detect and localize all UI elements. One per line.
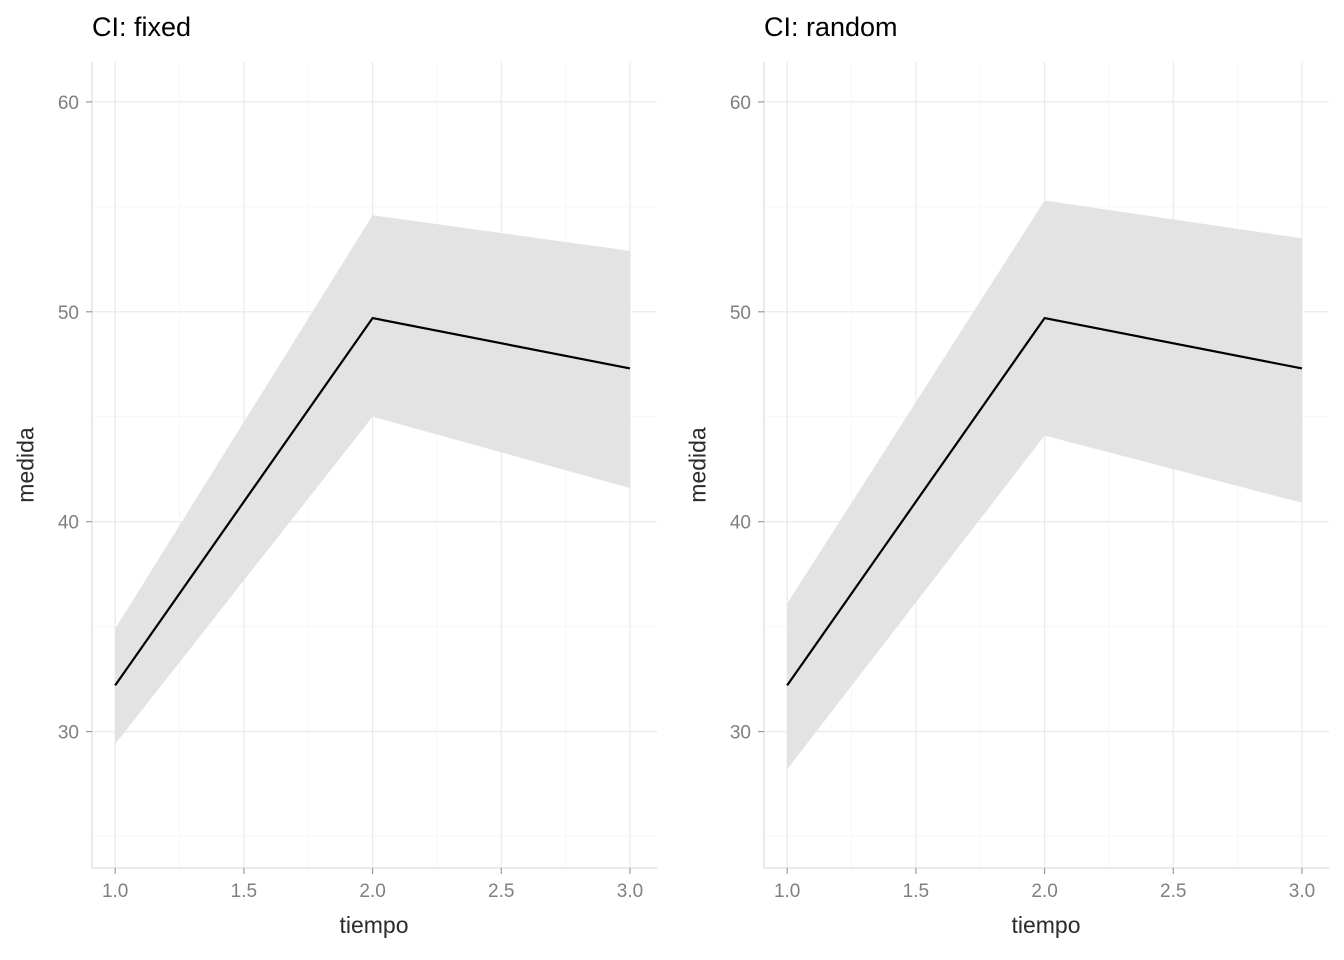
line-chart-ci-fixed: 1.0 1.5 2.0 2.5 3.0 30 40 50 60	[58, 62, 657, 902]
y-tick-label: 40	[58, 513, 79, 534]
x-tick-label: 3.0	[1289, 881, 1315, 902]
y-tick-label: 50	[730, 303, 751, 324]
x-axis-title: tiempo	[1011, 912, 1081, 938]
x-tick-label: 1.0	[774, 881, 800, 902]
y-tick-label: 50	[58, 303, 79, 324]
panel-ci-fixed: CI: fixed medida tiempo 1.0 1.5 2.0 2.5 3.0 3…	[13, 12, 657, 938]
ci-ribbon	[115, 215, 630, 745]
x-tick-label: 2.0	[1031, 881, 1057, 902]
y-tick-label: 30	[58, 723, 79, 744]
mean-line	[786, 316, 1303, 687]
x-tick-label: 1.5	[903, 881, 929, 902]
y-tick-label: 40	[730, 513, 751, 534]
panel-title-fixed: CI: fixed	[92, 12, 192, 42]
y-tick-label: 60	[58, 93, 79, 114]
y-tick-label: 30	[730, 723, 751, 744]
y-tick-label: 60	[730, 93, 751, 114]
x-tick-label: 2.0	[359, 881, 385, 902]
x-tick-label: 2.5	[1160, 881, 1186, 902]
x-tick-label: 1.5	[231, 881, 257, 902]
panel-ci-random: CI: random medida tiempo 1.0 1.5 2.0 2.5 3.0…	[672, 0, 1344, 960]
line-chart-ci-random: 1.0 1.5 2.0 2.5 3.0 30 40 50 60	[730, 62, 1329, 902]
mean-line	[114, 316, 631, 687]
x-axis-title: tiempo	[339, 912, 409, 938]
panel-title-random: CI: random	[764, 12, 898, 42]
x-tick-label: 1.0	[102, 881, 128, 902]
x-tick-label: 3.0	[617, 881, 643, 902]
x-tick-label: 2.5	[488, 881, 514, 902]
